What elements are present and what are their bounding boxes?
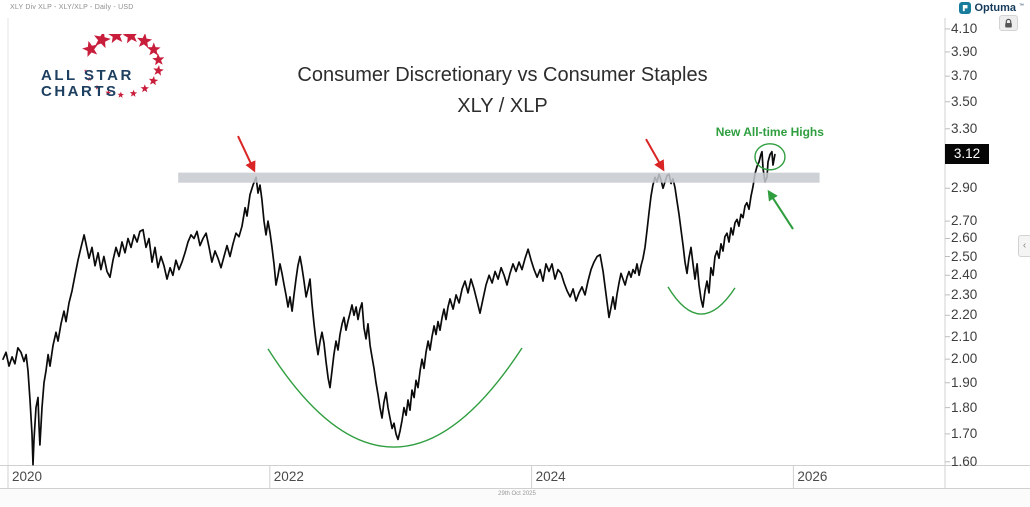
star-icon bbox=[146, 42, 161, 56]
x-axis-label: 2024 bbox=[535, 469, 566, 484]
y-axis-label: 2.90 bbox=[951, 180, 978, 196]
star-icon bbox=[152, 53, 165, 66]
annotation-new-all-time-highs: New All-time Highs bbox=[715, 124, 824, 139]
stars-ring-icon bbox=[82, 34, 165, 98]
star-icon bbox=[129, 89, 138, 97]
y-axis-label: 1.90 bbox=[951, 374, 978, 390]
panel-collapse-button[interactable]: ‹ bbox=[1018, 235, 1030, 257]
star-icon bbox=[105, 89, 112, 96]
y-axis-label: 2.70 bbox=[951, 213, 978, 229]
x-axis-label: 2022 bbox=[273, 469, 304, 484]
brand-trademark: ™ bbox=[1019, 3, 1024, 9]
last-price-badge: 3.12 bbox=[945, 144, 989, 164]
y-axis-label: 2.30 bbox=[951, 286, 978, 302]
y-axis-label: 2.60 bbox=[951, 230, 978, 246]
star-icon bbox=[136, 34, 153, 49]
chart-subtitle: XLY / XLP bbox=[457, 95, 548, 117]
y-axis-label: 3.90 bbox=[951, 43, 978, 59]
y-axis-label: 2.10 bbox=[951, 328, 978, 344]
y-axis-label: 2.40 bbox=[951, 267, 978, 283]
allstarcharts-wordmark: ALL STAR CHARTS bbox=[41, 68, 134, 100]
star-icon bbox=[153, 65, 164, 76]
optuma-brand: Optuma ™ bbox=[959, 2, 1024, 14]
logo-line1: ALL STAR bbox=[41, 67, 134, 84]
y-axis-label: 2.50 bbox=[951, 248, 978, 264]
star-icon bbox=[94, 34, 111, 49]
x-axis-label: 2020 bbox=[12, 469, 43, 484]
y-axis-label: 1.60 bbox=[951, 453, 978, 469]
y-axis-label: 4.10 bbox=[951, 20, 978, 36]
brand-name: Optuma bbox=[974, 2, 1016, 14]
chart-title: Consumer Discretionary vs Consumer Stapl… bbox=[297, 64, 708, 86]
y-axis-label: 1.70 bbox=[951, 425, 978, 441]
star-icon bbox=[117, 91, 125, 98]
y-axis-label: 3.50 bbox=[951, 93, 978, 109]
chart-code-title: XLY Div XLP - XLY/XLP - Daily - USD bbox=[10, 4, 134, 11]
y-axis-label: 1.80 bbox=[951, 399, 978, 415]
x-axis-label: 2026 bbox=[797, 469, 828, 484]
y-axis-label: 3.70 bbox=[951, 68, 978, 84]
star-icon bbox=[82, 40, 98, 57]
footer-date: 29th Oct 2025 bbox=[498, 491, 536, 497]
star-icon bbox=[87, 76, 92, 82]
y-axis-label: 3.30 bbox=[951, 120, 978, 136]
star-icon bbox=[148, 75, 159, 86]
star-icon bbox=[108, 34, 123, 44]
allstarcharts-logo: ALL STAR CHARTS bbox=[28, 34, 178, 112]
lock-button[interactable] bbox=[999, 15, 1018, 31]
star-icon bbox=[140, 84, 149, 93]
optuma-logo-icon bbox=[959, 2, 972, 14]
star-icon bbox=[83, 69, 88, 73]
star-icon bbox=[94, 84, 100, 90]
logo-line2: CHARTS bbox=[41, 83, 119, 100]
y-axis-label: 2.20 bbox=[951, 307, 978, 323]
lock-icon bbox=[1003, 18, 1014, 29]
star-icon bbox=[122, 34, 137, 44]
y-axis-label: 2.00 bbox=[951, 351, 978, 367]
